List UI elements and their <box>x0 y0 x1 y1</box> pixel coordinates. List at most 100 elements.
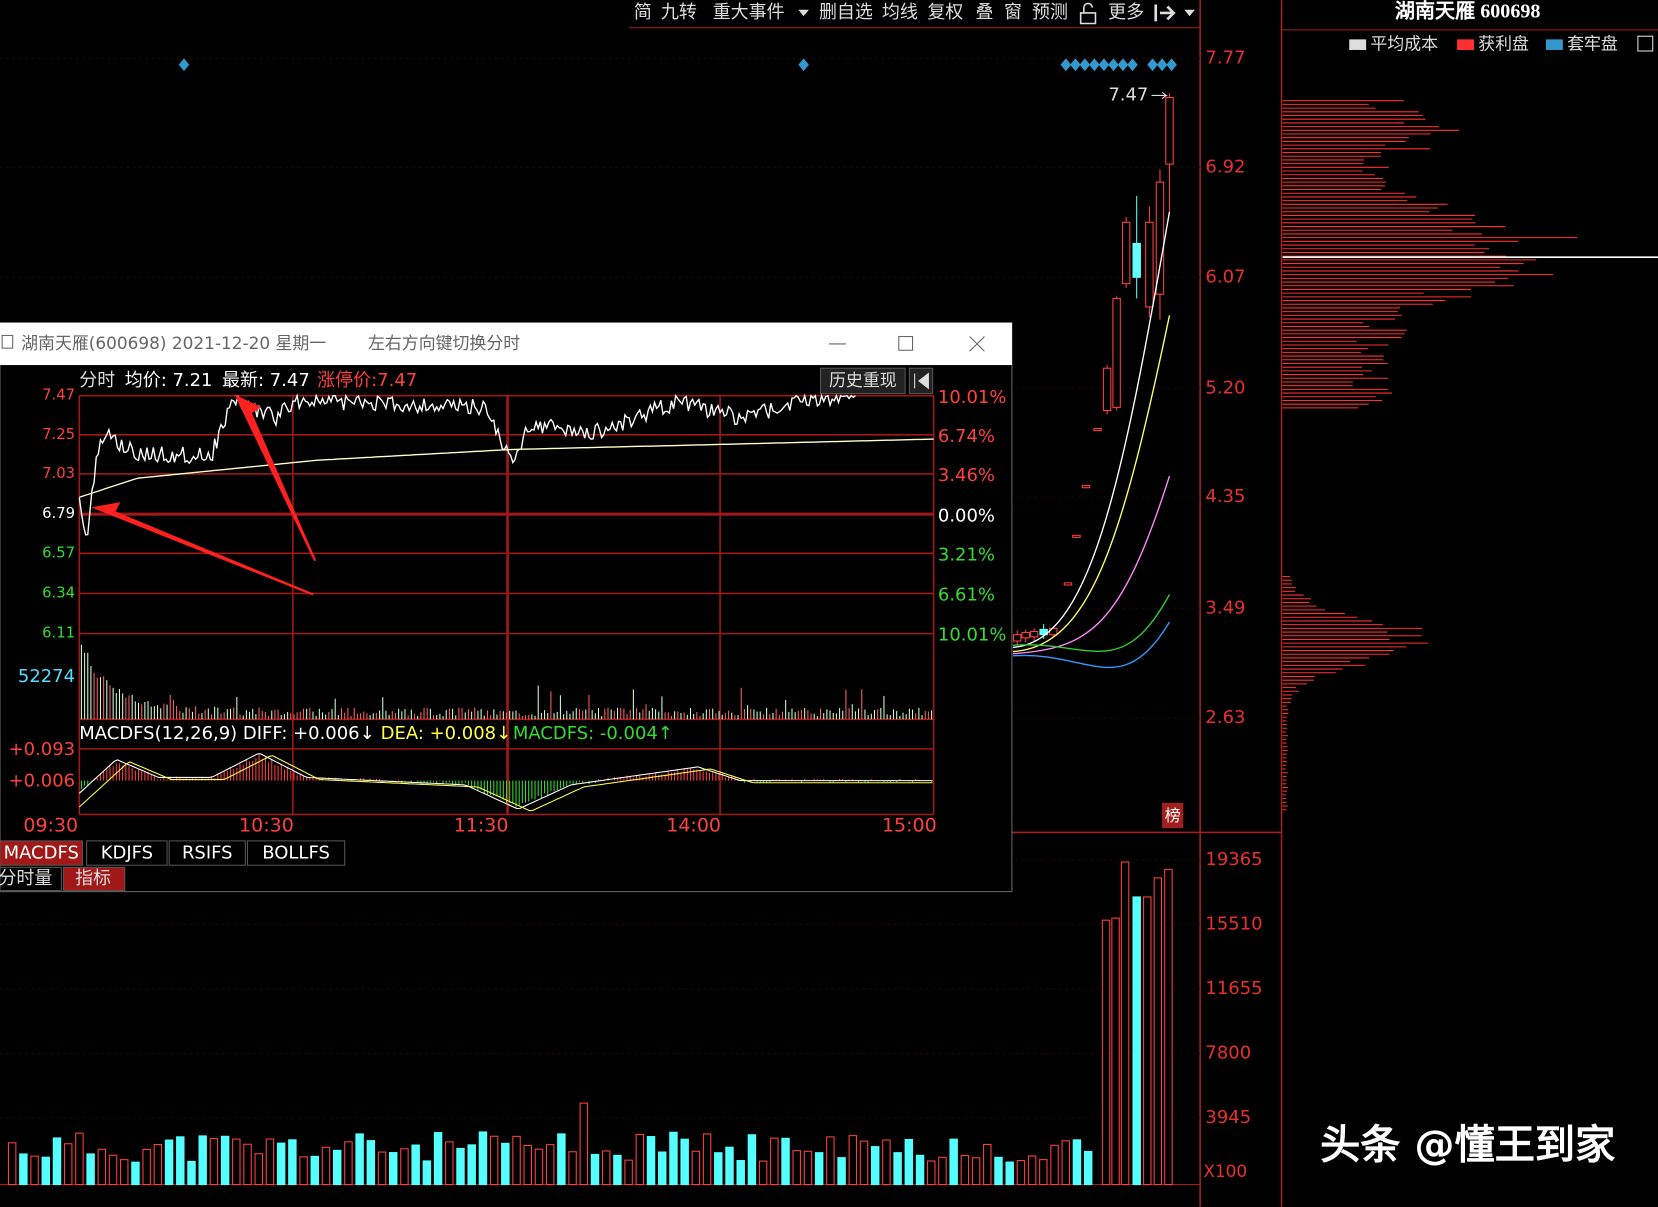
volume-bar <box>7 1142 17 1186</box>
pct-tick-label: 6.74% <box>938 426 995 447</box>
candle-body <box>1063 582 1073 586</box>
volume-bar <box>938 1156 947 1186</box>
price-tick-label: 7.25 <box>42 426 75 443</box>
volume-bar <box>1120 861 1130 1186</box>
volume-bar <box>52 1137 62 1186</box>
volume-bar <box>187 1160 196 1186</box>
price-line <box>78 393 856 536</box>
signal-diamond <box>1089 58 1100 72</box>
volume-bar <box>1164 868 1173 1186</box>
toolbar-button[interactable]: 九转 <box>661 2 697 23</box>
volume-bar <box>725 1146 734 1186</box>
toolbar-button[interactable]: 更多 <box>1108 2 1144 23</box>
volume-bar <box>232 1138 241 1186</box>
tab[interactable] <box>0 866 62 892</box>
volume-bar <box>366 1140 376 1186</box>
volume-bar <box>501 1142 510 1186</box>
volume-bar <box>265 1138 275 1186</box>
volume-bar <box>41 1156 51 1186</box>
tab[interactable] <box>86 840 168 866</box>
volume-bar <box>534 1148 544 1186</box>
tab[interactable] <box>168 840 246 866</box>
toolbar-button[interactable]: 均线 <box>882 2 918 23</box>
tab-label: 分时量 <box>0 868 52 889</box>
volume-bar <box>1083 1150 1093 1186</box>
volume-bar <box>792 1150 801 1186</box>
pct-tick-label: 0.00% <box>938 505 995 526</box>
tab[interactable] <box>0 840 84 866</box>
history-button-label: 历史重现 <box>829 370 897 390</box>
tab-label: 指标 <box>75 868 111 889</box>
price-tick-label: 6.11 <box>42 625 75 642</box>
moving-average <box>1012 315 1171 653</box>
volume-bar <box>601 1150 611 1186</box>
candle-body <box>1012 634 1022 642</box>
legend-swatch <box>1457 39 1475 50</box>
toolbar-button[interactable]: 删自选 <box>819 2 873 23</box>
price-tick-label: 6.92 <box>1205 156 1245 177</box>
candle-body <box>1021 632 1030 639</box>
price-tick-label: 7.77 <box>1205 47 1245 68</box>
volume-bar <box>545 1144 555 1186</box>
volume-bar <box>960 1154 970 1186</box>
volume-bar <box>770 1137 779 1186</box>
volume-bar <box>568 1151 577 1186</box>
toolbar-button[interactable]: 叠 <box>975 2 993 23</box>
volume-bar <box>254 1153 263 1186</box>
volume-bar <box>411 1144 420 1186</box>
maximize-button[interactable] <box>898 335 914 351</box>
time-label: 09:30 <box>23 815 78 837</box>
signal-diamond <box>178 58 190 72</box>
pct-tick-label: 3.21% <box>938 544 995 565</box>
volume-bar <box>97 1148 107 1186</box>
price-marker-arrow <box>1151 91 1168 100</box>
tab[interactable] <box>62 866 126 892</box>
moving-average <box>1012 475 1171 655</box>
volume-bar <box>456 1147 465 1186</box>
close-button[interactable] <box>969 336 985 352</box>
volume-bar <box>276 1142 286 1186</box>
volume-bar <box>983 1143 992 1186</box>
moving-average <box>1012 594 1171 652</box>
tab-label: KDJFS <box>101 843 153 864</box>
volume-bar <box>859 1140 869 1186</box>
volume-bar <box>1061 1140 1070 1186</box>
candle-body <box>1121 221 1131 285</box>
badge-box <box>1162 802 1184 829</box>
volume-bar <box>523 1144 532 1186</box>
price-tick-label: 7.03 <box>42 465 75 482</box>
macd-tick-label: +0.093 <box>9 739 76 760</box>
volume-bar <box>1111 917 1120 1186</box>
volume-bar <box>971 1157 981 1186</box>
signal-diamond <box>1098 58 1110 72</box>
average-line <box>79 438 934 498</box>
volume-bar <box>1039 1159 1048 1186</box>
legend-label: 获利盘 <box>1478 34 1529 54</box>
toolbar-button[interactable]: 预测 <box>1032 2 1068 23</box>
candle-body <box>1093 427 1102 432</box>
signal-diamond <box>1117 58 1129 72</box>
price-marker: 7.47 <box>1108 84 1148 105</box>
toolbar-button[interactable]: 重大事件 <box>713 2 785 23</box>
tab[interactable] <box>246 840 346 866</box>
moving-average <box>1012 211 1171 649</box>
volume-bar <box>680 1138 689 1186</box>
volume-bar <box>635 1133 645 1186</box>
moving-average <box>1012 621 1171 669</box>
candle-body <box>1132 242 1141 278</box>
stock-title: 湖南天雁 600698 <box>1395 0 1541 23</box>
volume-bar <box>994 1156 1003 1186</box>
volume-bar <box>108 1154 118 1186</box>
history-button[interactable] <box>820 367 906 395</box>
volume-bar <box>389 1152 398 1186</box>
volume-bar <box>299 1156 308 1186</box>
toolbar-button[interactable]: 简 <box>634 2 652 23</box>
toolbar-button[interactable]: 窗 <box>1004 2 1022 23</box>
volume-bar <box>837 1157 846 1186</box>
volume-bar <box>949 1138 958 1186</box>
volume-bar <box>1072 1139 1082 1186</box>
volume-bar <box>164 1139 174 1186</box>
toolbar-button[interactable]: 复权 <box>927 2 963 23</box>
popup-hint: 左右方向键切换分时 <box>368 333 520 353</box>
